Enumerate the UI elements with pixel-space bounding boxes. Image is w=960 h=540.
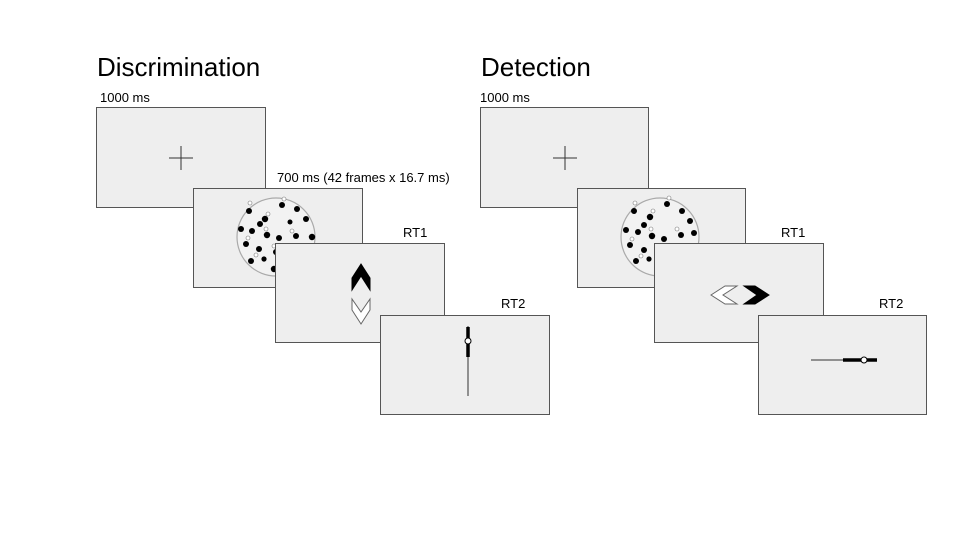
fixation-cross-icon [553,146,577,170]
discrimination-stimulus-duration: 700 ms (42 frames x 16.7 ms) [277,170,450,185]
discrimination-rt2-label: RT2 [501,296,526,311]
detection-rt2-label: RT2 [879,296,904,311]
detection-rt2-screen [758,315,927,415]
chevron-right-icon [742,285,770,305]
updown-response-chevrons [351,263,371,325]
vertical-confidence-scale [464,326,472,396]
detection-title: Detection [481,52,591,82]
scale-handle-icon [464,337,472,345]
detection-fixation-duration: 1000 ms [480,90,530,105]
chevron-down-icon [351,297,371,325]
discrimination-rt2-screen [380,315,550,415]
chevron-up-icon [351,263,371,292]
discrimination-fixation-duration: 1000 ms [100,90,150,105]
fixation-cross-icon [169,146,193,170]
leftright-response-chevrons [710,285,770,305]
discrimination-rt1-label: RT1 [403,225,428,240]
horizontal-confidence-scale [811,356,877,364]
discrimination-title: Discrimination [97,52,261,82]
detection-rt1-label: RT1 [781,225,806,240]
scale-handle-icon [860,356,868,364]
chevron-left-icon [710,285,739,305]
